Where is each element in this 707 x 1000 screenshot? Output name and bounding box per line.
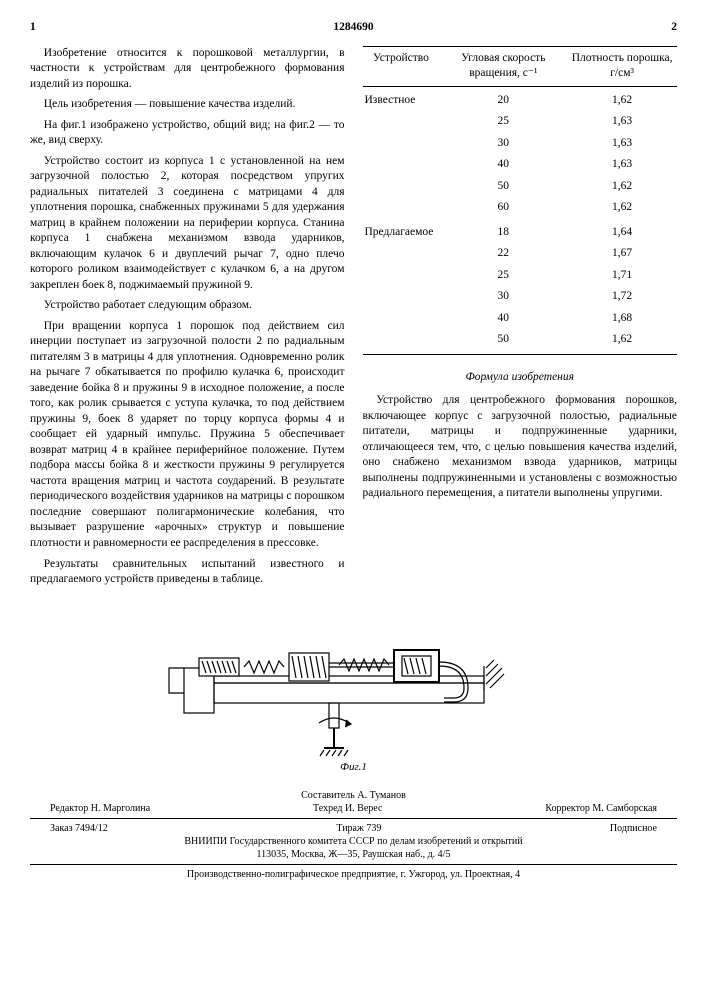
para-7: Результаты сравнительных испытаний извес… xyxy=(30,557,345,588)
corrector: Корректор М. Самборская xyxy=(545,802,657,815)
para-5: Устройство работает следующим образом. xyxy=(30,298,345,314)
print: Производственно-полиграфическое предприя… xyxy=(30,868,677,881)
para-4: Устройство состоит из корпуса 1 с устано… xyxy=(30,154,345,294)
para-3: На фиг.1 изображено устройство, общий ви… xyxy=(30,118,345,149)
sub: Подписное xyxy=(610,822,657,835)
para-6: При вращении корпуса 1 порошок под дейст… xyxy=(30,319,345,552)
known-label: Известное xyxy=(363,86,440,111)
order: Заказ 7494/12 xyxy=(50,822,108,835)
results-table: Устройство Угловая скорость вращения, с⁻… xyxy=(363,46,678,355)
compiler: Составитель А. Туманов xyxy=(30,789,677,802)
right-column: Устройство Угловая скорость вращения, с⁻… xyxy=(363,46,678,593)
two-column-layout: Изобретение относится к порошковой метал… xyxy=(30,46,677,593)
para-2: Цель изобретения — повышение качества из… xyxy=(30,97,345,113)
th-device: Устройство xyxy=(363,46,440,86)
tirage: Тираж 739 xyxy=(336,822,381,835)
org: ВНИИПИ Государственного комитета СССР по… xyxy=(30,835,677,848)
para-1: Изобретение относится к порошковой метал… xyxy=(30,46,345,93)
proposed-label: Предлагаемое xyxy=(363,219,440,244)
page-header: 1 1284690 2 xyxy=(30,20,677,36)
editor: Редактор Н. Марголина xyxy=(50,802,150,815)
figure-caption: Фиг.1 xyxy=(30,760,677,775)
footer: Составитель А. Туманов Редактор Н. Марго… xyxy=(30,789,677,881)
tech: Техред И. Верес xyxy=(313,802,382,815)
document-number: 1284690 xyxy=(36,20,672,36)
addr: 113035, Москва, Ж—35, Раушская наб., д. … xyxy=(30,848,677,861)
device-diagram-icon xyxy=(154,608,554,758)
left-column: Изобретение относится к порошковой метал… xyxy=(30,46,345,593)
page-num-right: 2 xyxy=(671,20,677,36)
th-density: Плотность порошка, г/см³ xyxy=(567,46,677,86)
formula-title: Формула изобретения xyxy=(363,370,678,386)
formula-text: Устройство для центробежного формования … xyxy=(363,393,678,502)
figure-1 xyxy=(30,608,677,758)
th-speed: Угловая скорость вращения, с⁻¹ xyxy=(439,46,567,86)
